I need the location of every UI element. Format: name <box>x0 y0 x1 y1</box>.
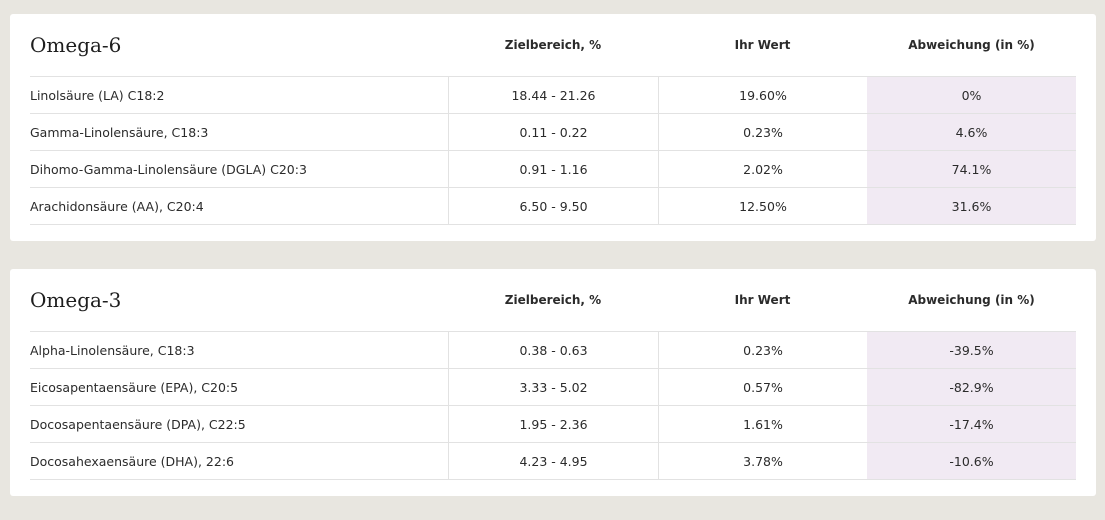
omega-6-title: Omega-6 <box>30 33 122 57</box>
your-value: 0.23% <box>658 114 867 150</box>
table-row: Arachidonsäure (AA), C20:4 6.50 - 9.50 1… <box>30 188 1076 225</box>
deviation: 4.6% <box>867 114 1076 150</box>
omega-6-table: Omega-6 Zielbereich, % Ihr Wert Abweichu… <box>30 14 1076 225</box>
fatty-acid-name: Docosahexaensäure (DHA), 22:6 <box>30 453 234 469</box>
range-column-header: Zielbereich, % <box>504 293 602 307</box>
range-column-header: Zielbereich, % <box>504 38 602 52</box>
your-value: 0.23% <box>658 332 867 368</box>
deviation: -17.4% <box>867 406 1076 442</box>
fatty-acid-name: Docosapentaensäure (DPA), C22:5 <box>30 416 246 432</box>
table-row: Eicosapentaensäure (EPA), C20:5 3.33 - 5… <box>30 369 1076 406</box>
deviation-column-header: Abweichung (in %) <box>908 38 1035 52</box>
deviation: 0% <box>867 77 1076 113</box>
table-row: Docosapentaensäure (DPA), C22:5 1.95 - 2… <box>30 406 1076 443</box>
fatty-acid-name: Dihomo-Gamma-Linolensäure (DGLA) C20:3 <box>30 161 307 177</box>
omega-3-header-row: Omega-3 Zielbereich, % Ihr Wert Abweichu… <box>30 269 1076 332</box>
table-row: Alpha-Linolensäure, C18:3 0.38 - 0.63 0.… <box>30 332 1076 369</box>
your-value: 1.61% <box>658 406 867 442</box>
omega-3-table: Omega-3 Zielbereich, % Ihr Wert Abweichu… <box>30 269 1076 480</box>
omega-6-header-row: Omega-6 Zielbereich, % Ihr Wert Abweichu… <box>30 14 1076 77</box>
target-range: 4.23 - 4.95 <box>448 443 658 479</box>
fatty-acid-name: Alpha-Linolensäure, C18:3 <box>30 342 195 358</box>
target-range: 0.91 - 1.16 <box>448 151 658 187</box>
your-value: 3.78% <box>658 443 867 479</box>
target-range: 3.33 - 5.02 <box>448 369 658 405</box>
target-range: 0.38 - 0.63 <box>448 332 658 368</box>
omega-3-title: Omega-3 <box>30 288 122 312</box>
fatty-acid-name: Eicosapentaensäure (EPA), C20:5 <box>30 379 239 395</box>
your-value: 0.57% <box>658 369 867 405</box>
table-row: Gamma-Linolensäure, C18:3 0.11 - 0.22 0.… <box>30 114 1076 151</box>
fatty-acid-name: Arachidonsäure (AA), C20:4 <box>30 198 204 214</box>
target-range: 6.50 - 9.50 <box>448 188 658 224</box>
target-range: 18.44 - 21.26 <box>448 77 658 113</box>
deviation: -39.5% <box>867 332 1076 368</box>
deviation: 31.6% <box>867 188 1076 224</box>
value-column-header: Ihr Wert <box>734 293 791 307</box>
your-value: 19.60% <box>658 77 867 113</box>
value-column-header: Ihr Wert <box>734 38 791 52</box>
target-range: 0.11 - 0.22 <box>448 114 658 150</box>
deviation: -10.6% <box>867 443 1076 479</box>
deviation: -82.9% <box>867 369 1076 405</box>
table-row: Dihomo-Gamma-Linolensäure (DGLA) C20:3 0… <box>30 151 1076 188</box>
table-row: Docosahexaensäure (DHA), 22:6 4.23 - 4.9… <box>30 443 1076 480</box>
your-value: 2.02% <box>658 151 867 187</box>
fatty-acid-name: Gamma-Linolensäure, C18:3 <box>30 124 209 140</box>
your-value: 12.50% <box>658 188 867 224</box>
deviation: 74.1% <box>867 151 1076 187</box>
fatty-acid-name: Linolsäure (LA) C18:2 <box>30 87 165 103</box>
omega-3-card: Omega-3 Zielbereich, % Ihr Wert Abweichu… <box>10 269 1096 496</box>
deviation-column-header: Abweichung (in %) <box>908 293 1035 307</box>
target-range: 1.95 - 2.36 <box>448 406 658 442</box>
table-row: Linolsäure (LA) C18:2 18.44 - 21.26 19.6… <box>30 77 1076 114</box>
omega-6-card: Omega-6 Zielbereich, % Ihr Wert Abweichu… <box>10 14 1096 241</box>
